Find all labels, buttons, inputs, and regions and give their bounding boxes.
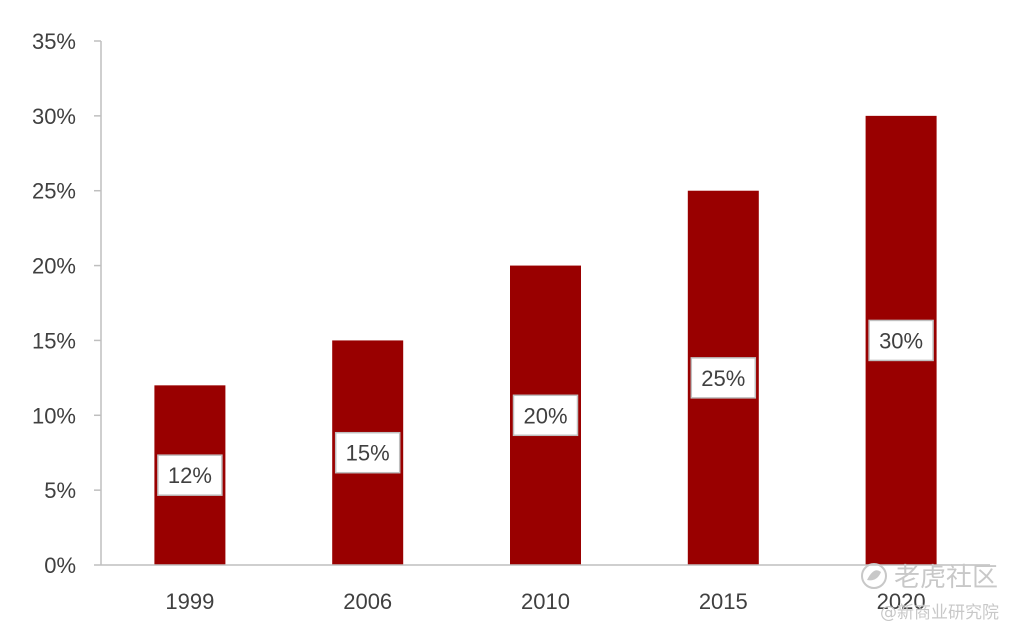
- y-tick-label: 25%: [32, 179, 76, 204]
- y-axis-ticks: 0% 5% 10% 15% 20% 25% 30% 35%: [32, 29, 101, 578]
- data-label-1999: 12%: [157, 454, 223, 496]
- y-tick-label: 0%: [44, 553, 76, 578]
- x-axis-labels: 1999 2006 2010 2015 2020: [165, 589, 925, 614]
- y-tick-label: 35%: [32, 29, 76, 54]
- y-tick-label: 5%: [44, 478, 76, 503]
- data-labels: 12% 15% 20% 25% 30%: [157, 319, 934, 496]
- x-tick-label: 2006: [343, 589, 392, 614]
- data-label-box: [690, 357, 757, 399]
- data-label-text: 20%: [523, 403, 567, 428]
- y-tick-label: 10%: [32, 403, 76, 428]
- y-tick-label: 15%: [32, 328, 76, 353]
- data-label-text: 15%: [346, 441, 390, 466]
- x-tick-label: 2010: [521, 589, 570, 614]
- y-tick-label: 20%: [32, 254, 76, 279]
- y-tick-label: 30%: [32, 104, 76, 129]
- watermark: 老虎社区 @新商业研究院: [861, 563, 999, 623]
- data-label-box: [868, 319, 934, 362]
- bars: [154, 115, 937, 565]
- data-label-2015: 25%: [690, 357, 757, 399]
- data-label-2020: 30%: [868, 319, 934, 362]
- data-label-box: [157, 454, 223, 496]
- data-label-box: [334, 431, 401, 474]
- data-label-2010: 20%: [512, 394, 579, 437]
- data-label-text: 30%: [879, 328, 923, 353]
- watermark-sub: @新商业研究院: [880, 603, 999, 623]
- data-label-box: [512, 394, 579, 437]
- tiger-logo-icon: [861, 563, 887, 589]
- data-label-text: 12%: [168, 463, 212, 488]
- watermark-brand: 老虎社区: [894, 563, 998, 593]
- x-tick-label: 1999: [165, 589, 214, 614]
- x-tick-label: 2020: [877, 589, 926, 614]
- data-label-2006: 15%: [334, 431, 401, 474]
- x-tick-label: 2015: [699, 589, 748, 614]
- data-label-text: 25%: [701, 366, 745, 391]
